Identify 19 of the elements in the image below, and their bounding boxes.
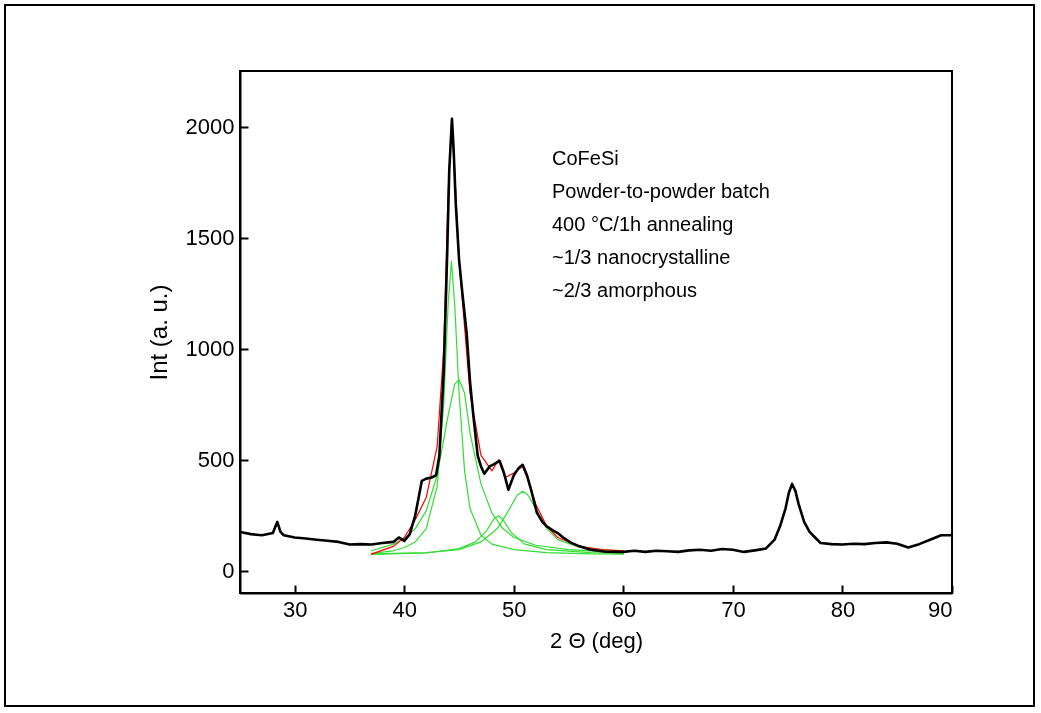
- annotation: ~2/3 amorphous: [552, 279, 698, 301]
- x-tick-label: 80: [830, 596, 856, 622]
- x-tick-label: 50: [502, 596, 527, 622]
- annotation: ~1/3 nanocrystalline: [552, 246, 731, 268]
- x-tick-label: 40: [392, 596, 418, 622]
- x-axis-title: 2 Θ (deg): [550, 627, 643, 653]
- y-tick-label: 500: [197, 447, 235, 473]
- x-tick-label: 90: [928, 596, 953, 622]
- x-tick-label: 30: [283, 596, 308, 622]
- annotation: CoFeSi: [552, 147, 619, 169]
- x-tick-label: 60: [611, 596, 637, 622]
- y-tick-label: 2000: [185, 114, 235, 140]
- x-tick-label: 70: [721, 596, 746, 622]
- annotation: 400 °C/1h annealing: [552, 213, 734, 235]
- y-tick-label: 0: [222, 558, 235, 584]
- annotation: Powder-to-powder batch: [552, 180, 770, 202]
- y-tick-label: 1500: [185, 225, 235, 251]
- y-tick-label: 1000: [185, 336, 235, 362]
- y-axis-title: Int (a. u.): [144, 284, 172, 381]
